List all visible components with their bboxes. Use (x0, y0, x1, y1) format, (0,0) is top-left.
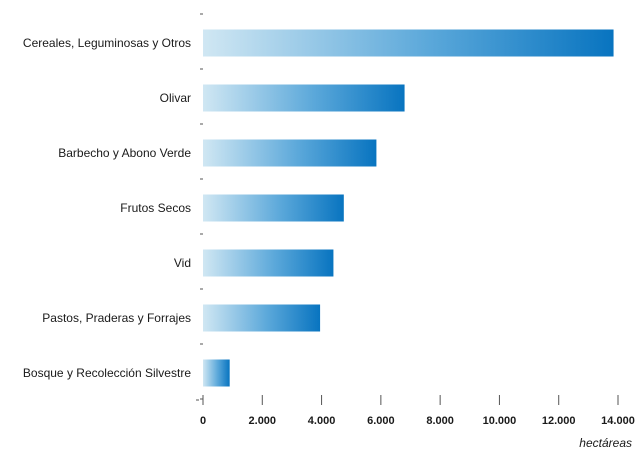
category-label: Vid (174, 256, 191, 270)
x-tick-label: 10.000 (483, 415, 517, 427)
bar (203, 139, 377, 167)
category-label: Bosque y Recolección Silvestre (23, 366, 191, 380)
x-tick-label: 14.000 (601, 415, 635, 427)
category-label: Pastos, Praderas y Forrajes (42, 311, 191, 325)
x-tick-label: 6.000 (367, 415, 395, 427)
x-tick-label: 4.000 (308, 415, 336, 427)
x-tick-label: 0 (200, 415, 206, 427)
x-tick-label: 8.000 (426, 415, 454, 427)
category-label: Cereales, Leguminosas y Otros (23, 36, 191, 50)
category-label: Olivar (160, 91, 191, 105)
bars (203, 29, 614, 387)
x-tick-label: 2.000 (249, 415, 277, 427)
category-label: Frutos Secos (120, 201, 191, 215)
bar (203, 84, 405, 112)
category-label: Barbecho y Abono Verde (58, 146, 191, 160)
bar (203, 29, 614, 57)
x-axis-title: hectáreas (579, 436, 632, 450)
labels: Cereales, Leguminosas y Otros Olivar Barbe… (23, 36, 635, 427)
bar (203, 359, 230, 387)
bar (203, 194, 344, 222)
bar (203, 249, 334, 277)
x-tick-label: 12.000 (542, 415, 576, 427)
axes (196, 13, 619, 405)
bar (203, 304, 321, 332)
